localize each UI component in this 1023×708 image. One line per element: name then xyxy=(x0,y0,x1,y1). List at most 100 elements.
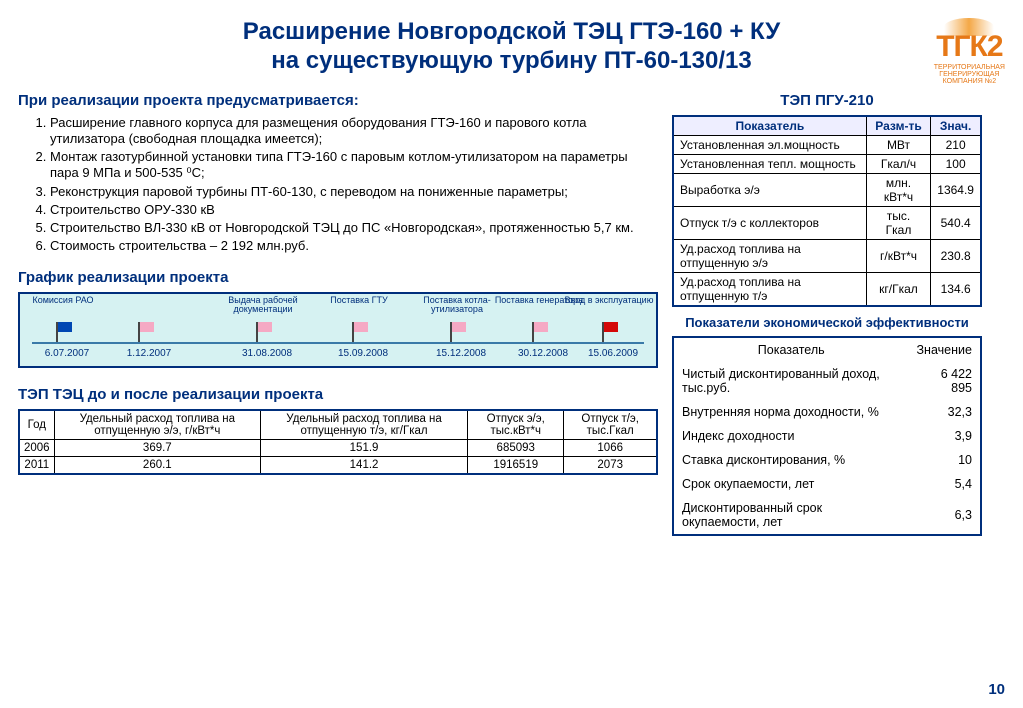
table-cell: 2073 xyxy=(564,456,657,474)
table-row: Ставка дисконтирования, %10 xyxy=(673,448,981,472)
table-cell: кг/Гкал xyxy=(866,272,931,306)
table-cell: Установленная эл.мощность xyxy=(673,135,866,154)
milestone-label-top: Комиссия РАО xyxy=(18,296,108,305)
eco-table: ПоказательЗначениеЧистый дисконтированны… xyxy=(672,336,982,536)
implementation-item: Расширение главного корпуса для размещен… xyxy=(50,115,658,148)
table-row: Отпуск т/э с коллекторовтыс. Гкал540.4 xyxy=(673,206,981,239)
table-header: Год xyxy=(19,410,54,440)
schedule-heading: График реализации проекта xyxy=(18,269,658,286)
table-cell: млн. кВт*ч xyxy=(866,173,931,206)
milestone-date: 1.12.2007 xyxy=(114,348,184,359)
table-row: Выработка э/эмлн. кВт*ч1364.9 xyxy=(673,173,981,206)
table-row: Внутренняя норма доходности, %32,3 xyxy=(673,400,981,424)
table-row: Установленная тепл. мощностьГкал/ч100 xyxy=(673,154,981,173)
table-row: Чистый дисконтированный доход, тыс.руб.6… xyxy=(673,362,981,400)
table-cell: Ставка дисконтирования, % xyxy=(673,448,908,472)
table-cell: 260.1 xyxy=(54,456,260,474)
table-cell: 369.7 xyxy=(54,439,260,456)
milestone-flag-icon xyxy=(532,322,554,342)
table-cell: 10 xyxy=(908,448,981,472)
milestone-date: 15.12.2008 xyxy=(426,348,496,359)
tep210-table: ПоказательРазм-тьЗнач.Установленная эл.м… xyxy=(672,115,982,307)
table-cell: Индекс доходности xyxy=(673,424,908,448)
table-header: Разм-ть xyxy=(866,116,931,136)
table-row: Дисконтированный срок окупаемости, лет6,… xyxy=(673,496,981,535)
milestone-label-top: Выдача рабочей документации xyxy=(218,296,308,315)
table-header: Удельный расход топлива на отпущенную э/… xyxy=(54,410,260,440)
milestone-flag-icon xyxy=(256,322,278,342)
timeline-chart: Комиссия РАО6.07.20071.12.2007Выдача раб… xyxy=(18,292,658,368)
tep-before-after-heading: ТЭП ТЭЦ до и после реализации проекта xyxy=(18,386,658,403)
implementation-heading: При реализации проекта предусматривается… xyxy=(18,92,658,109)
table-cell: 1066 xyxy=(564,439,657,456)
table-header: Значение xyxy=(908,337,981,362)
table-header: Отпуск э/э, тыс.кВт*ч xyxy=(468,410,564,440)
table-header: Отпуск т/э, тыс.Гкал xyxy=(564,410,657,440)
milestone-date: 31.08.2008 xyxy=(232,348,302,359)
table-cell: 141.2 xyxy=(261,456,468,474)
table-cell: 6,3 xyxy=(908,496,981,535)
implementation-item: Строительство ВЛ-330 кВ от Новгородской … xyxy=(50,220,658,236)
table-cell: Срок окупаемости, лет xyxy=(673,472,908,496)
table-cell: 134.6 xyxy=(931,272,981,306)
milestone-flag-icon xyxy=(450,322,472,342)
table-cell: Внутренняя норма доходности, % xyxy=(673,400,908,424)
table-cell: Отпуск т/э с коллекторов xyxy=(673,206,866,239)
table-cell: 32,3 xyxy=(908,400,981,424)
table-cell: 210 xyxy=(931,135,981,154)
milestone-flag-icon xyxy=(56,322,78,342)
table-cell: 230.8 xyxy=(931,239,981,272)
table-row: Индекс доходности3,9 xyxy=(673,424,981,448)
table-cell: Уд.расход топлива на отпущенную э/э xyxy=(673,239,866,272)
table-cell: Дисконтированный срок окупаемости, лет xyxy=(673,496,908,535)
table-cell: 1916519 xyxy=(468,456,564,474)
implementation-item: Стоимость строительства – 2 192 млн.руб. xyxy=(50,238,658,254)
tep210-heading: ТЭП ПГУ-210 xyxy=(672,92,982,109)
page-title-line1: Расширение Новгородской ТЭЦ ГТЭ-160 + КУ xyxy=(0,18,1023,47)
table-cell: 5,4 xyxy=(908,472,981,496)
table-cell: МВт xyxy=(866,135,931,154)
page-title-line2: на существующую турбину ПТ-60-130/13 xyxy=(0,47,1023,76)
milestone-label-top: Поставка котла-утилизатора xyxy=(412,296,502,315)
table-header: Удельный расход топлива на отпущенную т/… xyxy=(261,410,468,440)
logo-sub2: ГЕНЕРИРУЮЩАЯ xyxy=(934,71,1005,78)
table-cell: 2006 xyxy=(19,439,54,456)
table-header: Показатель xyxy=(673,116,866,136)
table-cell: 1364.9 xyxy=(931,173,981,206)
implementation-item: Строительство ОРУ-330 кВ xyxy=(50,202,658,218)
timeline-axis xyxy=(32,342,644,344)
table-cell: 6 422 895 xyxy=(908,362,981,400)
table-cell: 100 xyxy=(931,154,981,173)
implementation-item: Монтаж газотурбинной установки типа ГТЭ-… xyxy=(50,149,658,182)
milestone-label-top: Ввод в эксплуатацию xyxy=(564,296,654,305)
logo: ТГК2 ТЕРРИТОРИАЛЬНАЯ ГЕНЕРИРУЮЩАЯ КОМПАН… xyxy=(934,18,1005,85)
table-cell: 685093 xyxy=(468,439,564,456)
table-cell: 151.9 xyxy=(261,439,468,456)
milestone-date: 30.12.2008 xyxy=(508,348,578,359)
table-row: Уд.расход топлива на отпущенную т/экг/Гк… xyxy=(673,272,981,306)
table-row: Установленная эл.мощностьМВт210 xyxy=(673,135,981,154)
table-cell: тыс. Гкал xyxy=(866,206,931,239)
table-cell: 2011 xyxy=(19,456,54,474)
table-row: Уд.расход топлива на отпущенную э/эг/кВт… xyxy=(673,239,981,272)
table-header: Знач. xyxy=(931,116,981,136)
milestone-date: 15.06.2009 xyxy=(578,348,648,359)
milestone-label-top: Поставка ГТУ xyxy=(314,296,404,305)
eco-heading: Показатели экономической эффективности xyxy=(672,315,982,330)
logo-text: ТГК2 xyxy=(934,30,1005,64)
tep-before-after-table: ГодУдельный расход топлива на отпущенную… xyxy=(18,409,658,475)
table-row: 2006369.7151.96850931066 xyxy=(19,439,657,456)
page-number: 10 xyxy=(988,681,1005,698)
table-row: 2011260.1141.219165192073 xyxy=(19,456,657,474)
implementation-item: Реконструкция паровой турбины ПТ-60-130,… xyxy=(50,184,658,200)
table-cell: Чистый дисконтированный доход, тыс.руб. xyxy=(673,362,908,400)
milestone-flag-icon xyxy=(352,322,374,342)
table-header: Показатель xyxy=(673,337,908,362)
milestone-flag-icon xyxy=(138,322,160,342)
table-cell: г/кВт*ч xyxy=(866,239,931,272)
logo-sub1: ТЕРРИТОРИАЛЬНАЯ xyxy=(934,64,1005,71)
table-cell: Гкал/ч xyxy=(866,154,931,173)
table-cell: 3,9 xyxy=(908,424,981,448)
table-cell: Установленная тепл. мощность xyxy=(673,154,866,173)
milestone-flag-icon xyxy=(602,322,624,342)
